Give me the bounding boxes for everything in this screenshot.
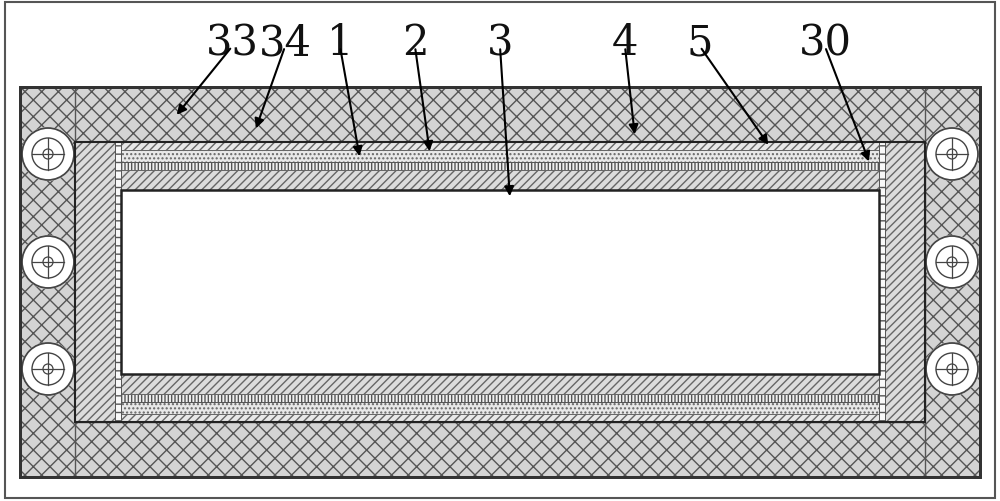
Bar [75, 143, 925, 422]
Bar [20, 88, 980, 477]
Bar [75, 414, 925, 422]
Bar [925, 88, 980, 477]
Text: 30: 30 [798, 22, 852, 64]
Bar [75, 374, 925, 394]
Text: 34: 34 [258, 22, 312, 64]
Bar [121, 190, 879, 374]
Circle shape [925, 342, 979, 396]
Bar [75, 143, 925, 151]
Bar [879, 143, 885, 422]
Text: 2: 2 [402, 22, 428, 64]
Text: 3: 3 [487, 22, 513, 64]
Bar [75, 151, 925, 163]
Bar [885, 143, 925, 422]
Bar [75, 171, 925, 190]
Bar [75, 163, 925, 171]
Bar [20, 88, 75, 477]
Bar [20, 88, 980, 477]
Circle shape [21, 128, 75, 182]
Bar [20, 422, 980, 477]
Bar [75, 402, 925, 414]
Text: 5: 5 [687, 22, 713, 64]
Text: 33: 33 [206, 22, 258, 64]
Text: 4: 4 [612, 22, 638, 64]
Bar [75, 394, 925, 402]
Bar [75, 143, 115, 422]
Circle shape [925, 235, 979, 290]
Bar [20, 88, 980, 143]
Circle shape [21, 235, 75, 290]
Text: 1: 1 [327, 22, 353, 64]
Bar [115, 143, 121, 422]
Circle shape [925, 128, 979, 182]
Circle shape [21, 342, 75, 396]
